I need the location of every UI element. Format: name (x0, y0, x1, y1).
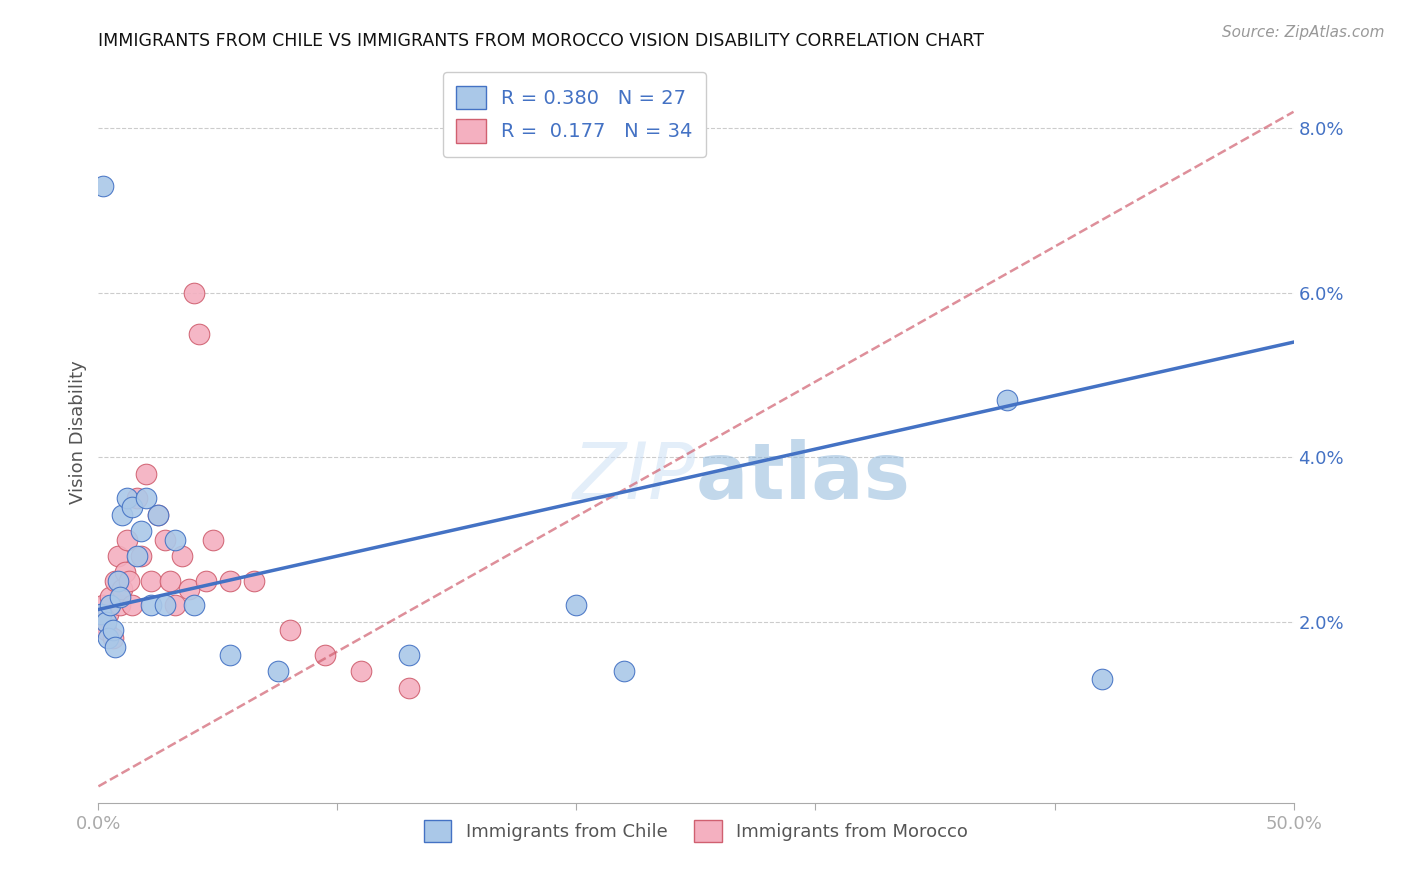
Point (111, 508, 134, 522)
Point (278, 623, 301, 637)
Point (219, 648, 242, 662)
Point (139, 574, 162, 588)
Point (172, 549, 194, 563)
Point (101, 623, 124, 637)
Point (121, 500, 143, 514)
Point (398, 681, 420, 695)
Point (243, 574, 266, 588)
Point (107, 574, 129, 588)
Point (315, 648, 337, 662)
Point (163, 599, 186, 613)
Point (179, 582, 201, 596)
Point (398, 648, 420, 662)
Point (125, 491, 148, 506)
Point (1091, 673, 1114, 687)
Point (183, 285, 205, 300)
Point (131, 549, 153, 563)
Point (350, 664, 373, 678)
Point (202, 533, 225, 547)
Point (159, 574, 181, 588)
Point (104, 574, 127, 588)
Point (135, 467, 157, 481)
Point (91, 178, 114, 193)
Point (163, 533, 186, 547)
Point (125, 549, 148, 563)
Point (613, 664, 636, 678)
Text: IMMIGRANTS FROM CHILE VS IMMIGRANTS FROM MOROCCO VISION DISABILITY CORRELATION C: IMMIGRANTS FROM CHILE VS IMMIGRANTS FROM… (98, 32, 984, 50)
Point (114, 566, 136, 580)
Point (139, 599, 162, 613)
Point (90, 615, 112, 629)
Point (183, 599, 205, 613)
Point (155, 599, 177, 613)
Point (121, 599, 143, 613)
Point (97, 632, 120, 646)
Point (135, 491, 157, 506)
Point (187, 326, 209, 341)
Text: Source: ZipAtlas.com: Source: ZipAtlas.com (1222, 25, 1385, 40)
Point (131, 524, 153, 539)
Point (90, 607, 112, 621)
Point (118, 574, 141, 588)
Point (995, 392, 1018, 407)
Point (155, 533, 177, 547)
Point (219, 574, 242, 588)
Point (108, 599, 131, 613)
Legend: Immigrants from Chile, Immigrants from Morocco: Immigrants from Chile, Immigrants from M… (413, 809, 979, 853)
Point (107, 549, 129, 563)
Point (148, 508, 170, 522)
Text: atlas: atlas (696, 439, 911, 515)
Point (115, 533, 138, 547)
Point (111, 582, 134, 596)
Point (98, 590, 122, 604)
Text: ZIP: ZIP (574, 439, 696, 515)
Point (195, 574, 218, 588)
Point (115, 491, 138, 506)
Point (94, 615, 117, 629)
Point (101, 632, 124, 646)
Point (104, 640, 127, 654)
Point (98, 599, 122, 613)
Point (267, 664, 290, 678)
Point (148, 508, 170, 522)
Y-axis label: Vision Disability: Vision Disability (69, 360, 87, 505)
Point (565, 599, 588, 613)
Point (91, 599, 114, 613)
Point (108, 590, 131, 604)
Point (94, 623, 117, 637)
Point (97, 607, 120, 621)
